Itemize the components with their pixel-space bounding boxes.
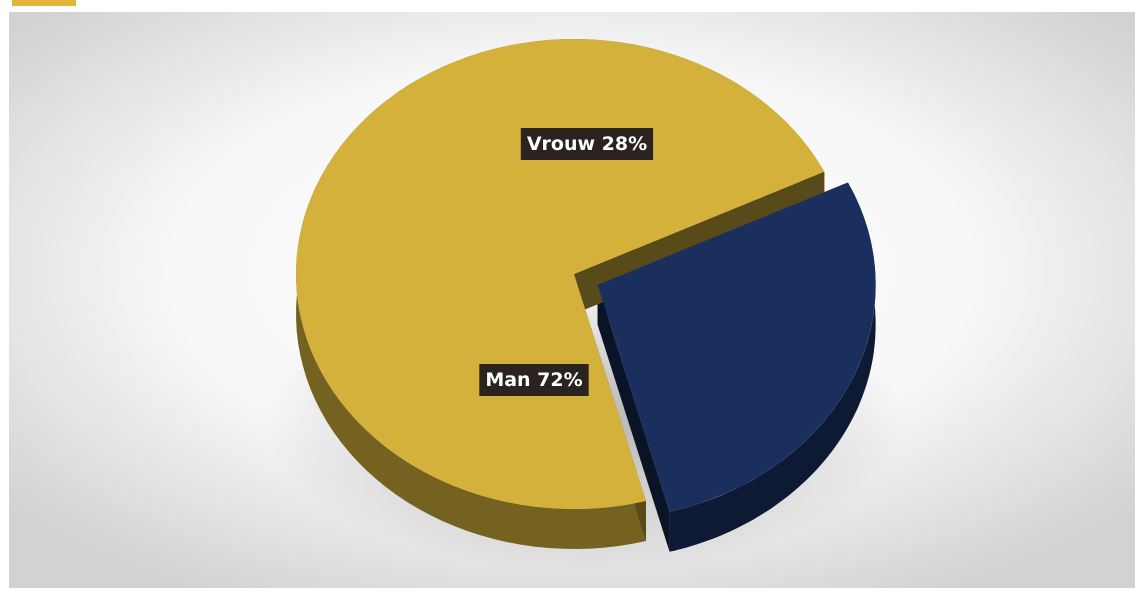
slice-label-box-man [479,364,589,396]
pie-slice-vrouw-outer-wall [669,182,876,552]
slice-label-vrouw: Vrouw 28% [520,128,654,160]
slice-label-text-vrouw: Vrouw 28% [527,133,647,155]
chart-area: Vrouw 28% Man 72% [9,12,1135,588]
slice-label-man: Man 72% [479,364,589,396]
slice-label-box-vrouw [520,128,654,160]
pie-chart: Vrouw 28% Man 72% [9,12,1135,588]
pie-slice-vrouw-edge-wall-1 [597,284,670,552]
pie-slice-man [296,39,825,510]
pie-slice-vrouw [597,182,876,512]
corner-accent-tab [12,0,76,6]
slice-label-text-man: Man 72% [485,369,582,391]
